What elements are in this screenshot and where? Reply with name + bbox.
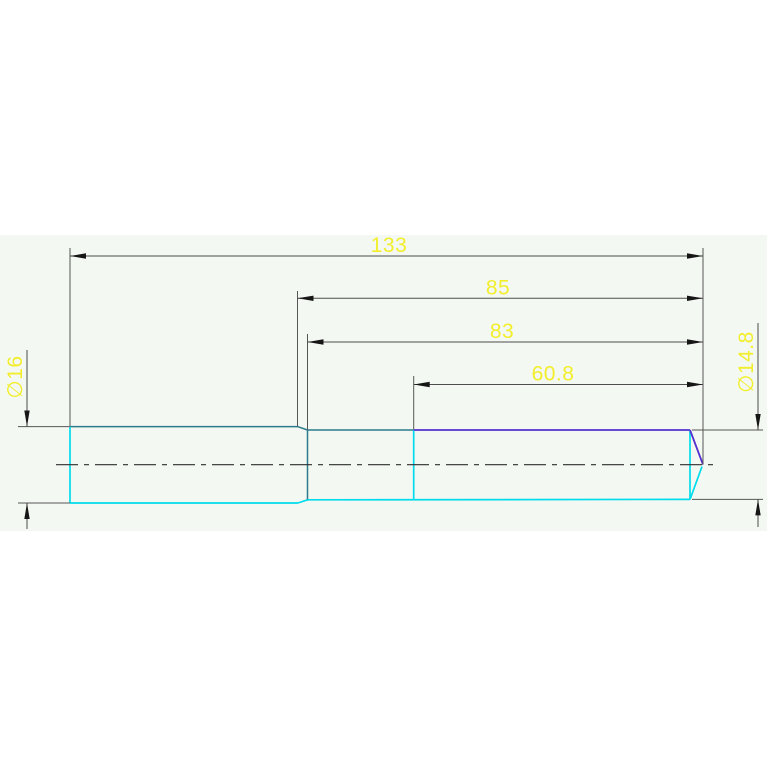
arrow-right (687, 339, 703, 345)
dimension-label-dia16: ∅16 (4, 355, 27, 398)
dimension-83[interactable]: 83 (307, 320, 704, 430)
arrow-right (687, 381, 703, 388)
arrow-left (307, 339, 324, 345)
arrow-left (70, 253, 86, 259)
canvas-band (0, 235, 767, 531)
arrow-left (413, 381, 430, 388)
arrow-right (687, 295, 703, 301)
dimension-label-133: 133 (371, 234, 408, 257)
cone-top-edge (689, 429, 704, 465)
dimension-label-dia14-8: ∅14.8 (735, 331, 758, 393)
arrow-left (297, 295, 314, 301)
cone-bottom-edge (689, 466, 703, 500)
dimension-85[interactable]: 85 (297, 277, 704, 427)
arrow-right (687, 253, 703, 259)
arrow-down (24, 410, 30, 427)
arrow-up (755, 499, 761, 516)
arrow-down (755, 414, 761, 430)
dimension-133[interactable]: 133 (69, 234, 704, 465)
dimension-dia16[interactable]: ∅16 (4, 350, 70, 529)
dimension-60-8[interactable]: 60.8 (413, 363, 703, 430)
dimension-dia14-8[interactable]: ∅14.8 (692, 323, 763, 527)
arrow-up (24, 503, 30, 519)
taper-bottom-edge (297, 498, 308, 504)
dimension-label-60-8: 60.8 (532, 363, 575, 386)
dimension-label-85: 85 (486, 277, 510, 300)
taper-top-edge (297, 425, 308, 431)
dimension-label-83: 83 (490, 320, 514, 343)
